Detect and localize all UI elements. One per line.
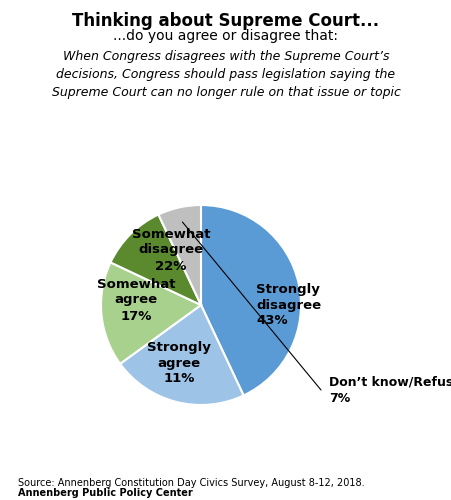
Wedge shape — [201, 205, 300, 396]
Text: Strongly
disagree
43%: Strongly disagree 43% — [255, 282, 320, 328]
Wedge shape — [101, 262, 201, 364]
Text: When Congress disagrees with the Supreme Court’s
decisions, Congress should pass: When Congress disagrees with the Supreme… — [51, 50, 400, 99]
Text: Thinking about Supreme Court...: Thinking about Supreme Court... — [72, 12, 379, 30]
Text: Strongly
agree
11%: Strongly agree 11% — [147, 340, 211, 386]
Text: Annenberg Public Policy Center: Annenberg Public Policy Center — [18, 488, 193, 498]
Text: Somewhat
agree
17%: Somewhat agree 17% — [97, 278, 175, 322]
Wedge shape — [158, 205, 201, 305]
Text: Source: Annenberg Constitution Day Civics Survey, August 8-12, 2018.: Source: Annenberg Constitution Day Civic… — [18, 478, 364, 488]
Wedge shape — [110, 214, 201, 305]
Text: Somewhat
disagree
22%: Somewhat disagree 22% — [131, 228, 210, 272]
Wedge shape — [120, 305, 243, 405]
Text: ...do you agree or disagree that:: ...do you agree or disagree that: — [113, 29, 338, 43]
Text: Don’t know/Refused
7%: Don’t know/Refused 7% — [328, 376, 451, 404]
